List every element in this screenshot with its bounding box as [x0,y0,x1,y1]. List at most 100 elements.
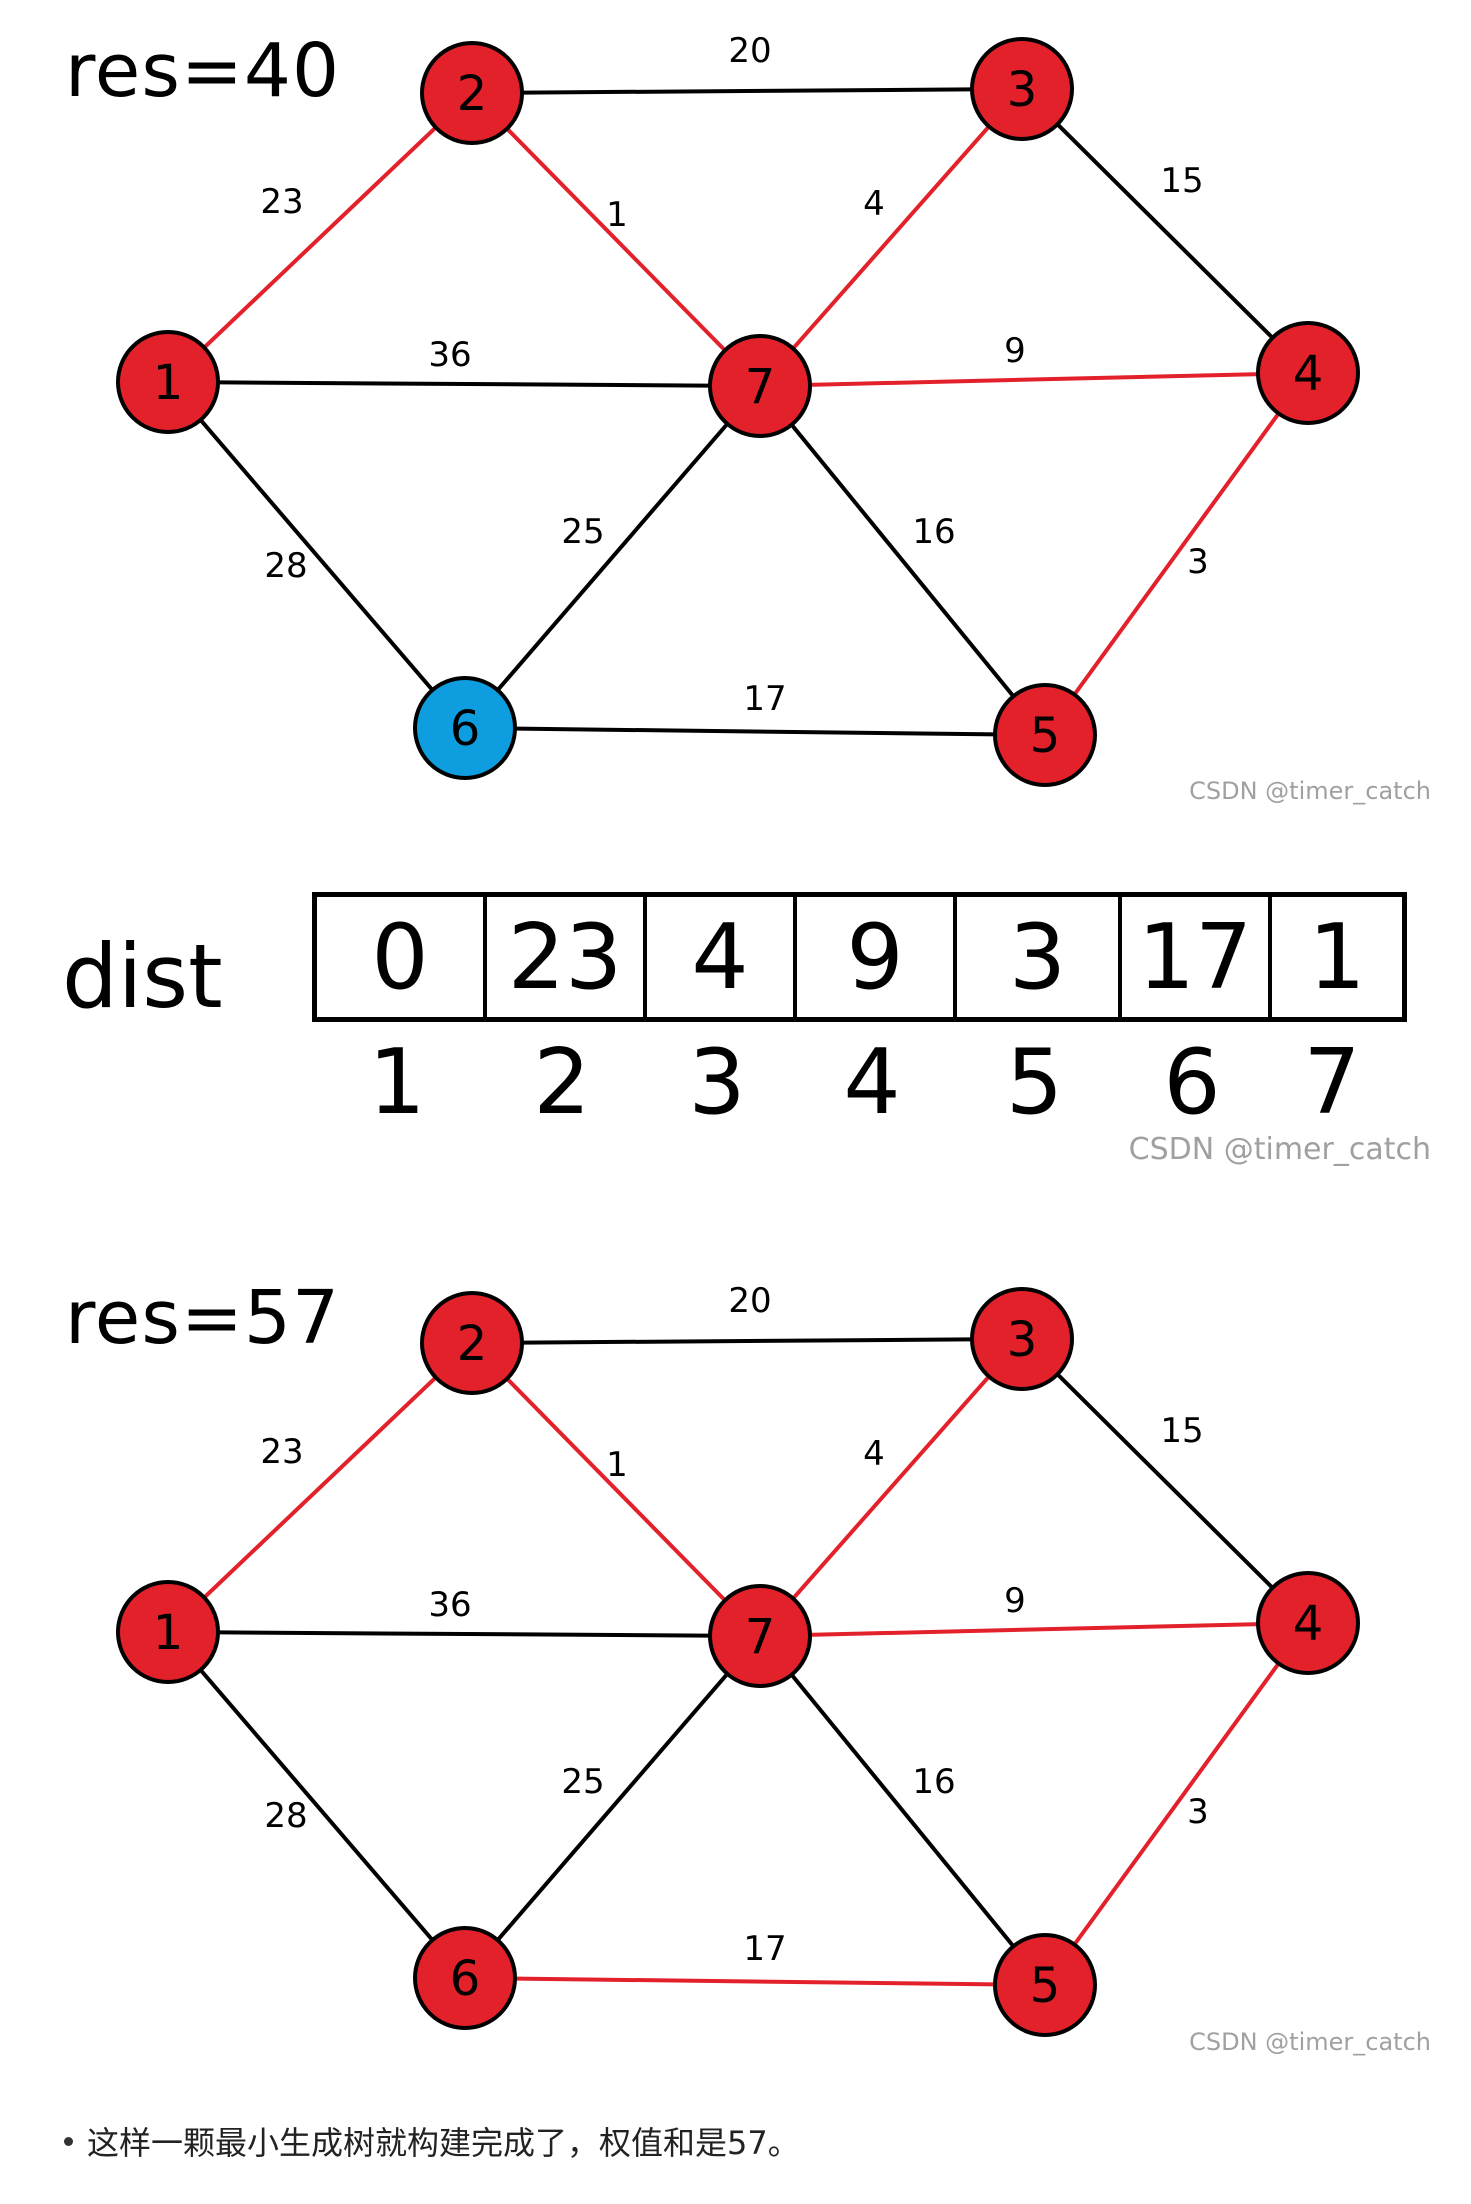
edge-7-5 [758,1634,1047,1987]
dist-array: 0 23 4 9 3 17 1 [312,892,1407,1022]
watermark: CSDN @timer_catch [1189,777,1431,805]
edge-7-4 [759,371,1309,388]
node-7: 7 [708,334,812,438]
edge-1-2 [166,91,474,384]
edge-6-5 [464,1976,1046,1987]
edge-4-5 [1043,371,1310,737]
edge-2-7 [470,91,762,388]
node-6: 6 [413,1926,517,2030]
edge-weight-1-2: 23 [260,1432,303,1472]
edge-2-3 [471,1337,1023,1345]
edge-weight-1-6: 28 [264,1796,307,1836]
node-label-2: 2 [457,66,488,122]
node-4: 4 [1256,321,1360,425]
edge-4-5 [1043,1621,1310,1987]
node-7: 7 [708,1584,812,1688]
res-label: res=57 [65,1275,341,1361]
edge-weight-4-5: 3 [1187,1792,1209,1832]
node-label-1: 1 [153,1605,184,1661]
edge-weight-2-3: 20 [728,31,771,71]
edge-3-7 [758,87,1024,388]
dist-cell-5: 3 [957,897,1122,1017]
edge-weight-2-3: 20 [728,1281,771,1321]
node-label-6: 6 [450,701,481,757]
edge-weight-1-7: 36 [428,335,471,375]
node-circle-5 [993,1933,1097,2037]
dist-cell-1: 0 [317,897,487,1017]
edge-weight-6-5: 17 [743,1929,786,1969]
edge-weight-1-6: 28 [264,546,307,586]
graph-top: res=40 20 23 1 4 15 36 9 28 25 16 3 17 1 2 3 4 5 6 7 CSDN … [0,0,1471,820]
node-circle-3 [970,37,1074,141]
edge-7-5 [758,384,1047,737]
node-label-1: 1 [153,355,184,411]
caption-text: 这样一颗最小生成树就构建完成了，权值和是57。 [87,2124,800,2162]
dist-index-2: 2 [533,1030,591,1135]
dist-cell-6: 17 [1122,897,1272,1017]
node-circle-1 [116,1580,220,1684]
node-circle-4 [1256,1571,1360,1675]
node-label-6: 6 [450,1951,481,2007]
edge-weight-2-7: 1 [606,195,628,235]
bullet-icon [64,2136,73,2146]
node-6: 6 [413,676,517,780]
edge-weight-1-2: 23 [260,182,303,222]
edge-weight-7-5: 16 [912,512,955,552]
edge-2-3 [471,87,1023,95]
edge-weight-2-7: 1 [606,1445,628,1485]
node-circle-6 [413,1926,517,2030]
edge-3-4 [1020,87,1310,375]
node-1: 1 [116,330,220,434]
dist-cell-4: 9 [797,897,957,1017]
edge-6-7 [463,1634,762,1980]
edge-weight-3-4: 15 [1160,1411,1203,1451]
edge-weight-1-7: 36 [428,1585,471,1625]
node-label-7: 7 [745,1609,776,1665]
edge-weight-7-5: 16 [912,1762,955,1802]
dist-index-7: 7 [1303,1030,1361,1135]
node-3: 3 [970,1287,1074,1391]
edge-weight-3-7: 4 [863,1434,885,1474]
node-2: 2 [420,41,524,145]
edge-6-5 [464,726,1046,737]
node-circle-7 [708,1584,812,1688]
graph-bottom: res=57 20 23 1 4 15 36 9 28 25 16 3 17 1 2 3 4 5 6 7 CSDN … [0,1250,1471,2056]
edge-1-6 [166,1630,467,1980]
node-circle-4 [1256,321,1360,425]
node-label-3: 3 [1007,1312,1038,1368]
edge-2-7 [470,1341,762,1638]
res-label: res=40 [65,28,341,114]
edge-1-6 [166,380,467,730]
node-circle-2 [420,41,524,145]
watermark: CSDN @timer_catch [1189,2028,1431,2056]
edge-1-7 [167,380,761,388]
edge-weight-6-7: 25 [561,1762,604,1802]
edge-1-7 [167,1630,761,1638]
dist-index-4: 4 [843,1030,901,1135]
node-label-5: 5 [1030,708,1061,764]
dist-index-1: 1 [368,1030,426,1135]
dist-index-6: 6 [1163,1030,1221,1135]
node-label-5: 5 [1030,1958,1061,2014]
node-circle-2 [420,1291,524,1395]
node-label-2: 2 [457,1316,488,1372]
edge-6-7 [463,384,762,730]
edge-3-7 [758,1337,1024,1638]
dist-index-5: 5 [1005,1030,1064,1135]
node-circle-5 [993,683,1097,787]
dist-cell-3: 4 [647,897,797,1017]
node-label-4: 4 [1293,346,1324,402]
edges-layer [166,1337,1310,1987]
dist-cell-7: 1 [1308,904,1366,1010]
node-5: 5 [993,683,1097,787]
edge-7-4 [759,1621,1309,1638]
node-1: 1 [116,1580,220,1684]
edge-3-4 [1020,1337,1310,1625]
node-label-4: 4 [1293,1596,1324,1652]
